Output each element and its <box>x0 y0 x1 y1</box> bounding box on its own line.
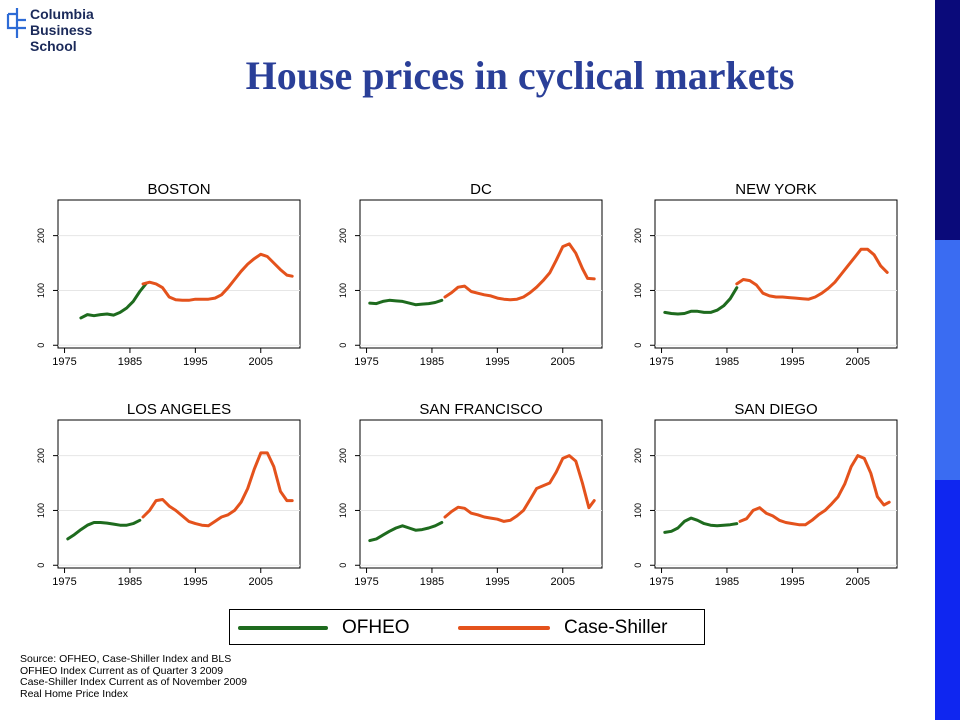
x-tick-label: 1975 <box>52 356 76 368</box>
series-line-case-shiller <box>141 252 294 302</box>
x-tick-label: 1985 <box>118 356 142 368</box>
x-tick-label: 1975 <box>649 356 673 368</box>
y-tick-label: 100 <box>36 283 46 298</box>
series-line-ofheo <box>663 516 739 534</box>
source-note-line: Real Home Price Index <box>20 687 128 700</box>
plot-area <box>57 199 301 349</box>
y-tick-label: 200 <box>338 448 348 463</box>
legend-ofheo-swatch <box>238 626 328 630</box>
x-tick-label: 1975 <box>649 576 673 588</box>
chart-legend: OFHEO Case-Shiller <box>229 609 705 645</box>
logo: Columbia Business School <box>4 4 134 60</box>
x-tick-label: 2005 <box>846 576 870 588</box>
legend-ofheo-label: OFHEO <box>342 617 410 638</box>
side-bar-segment-middle <box>935 240 960 480</box>
y-tick-label: 100 <box>633 503 643 518</box>
chart-title: BOSTON <box>147 181 210 198</box>
chart-title: DC <box>470 181 492 198</box>
x-tick-label: 1995 <box>485 356 509 368</box>
logo-text-line2: Business <box>30 22 93 38</box>
y-tick-label: 200 <box>338 228 348 243</box>
y-tick-label: 200 <box>633 448 643 463</box>
x-tick-label: 1995 <box>183 356 207 368</box>
series-line-case-shiller <box>738 454 891 527</box>
source-note-line: Case-Shiller Index Current as of Novembe… <box>20 676 248 688</box>
logo-text-line3: School <box>30 38 77 54</box>
plot-area <box>359 199 603 349</box>
x-tick-label: 2005 <box>846 356 870 368</box>
side-bar-segment-top <box>935 0 960 240</box>
slide-title: House prices in cyclical markets <box>245 53 795 98</box>
decorative-side-bar <box>935 0 960 720</box>
chart-title: SAN DIEGO <box>734 401 817 418</box>
x-tick-label: 2005 <box>249 356 273 368</box>
side-bar-segment-bottom <box>935 480 960 720</box>
y-tick-label: 0 <box>338 563 348 568</box>
x-tick-label: 1975 <box>354 576 378 588</box>
source-notes: Source: OFHEO, Case-Shiller Index and BL… <box>20 653 248 700</box>
chart-title: LOS ANGELES <box>127 401 231 418</box>
chart-panel: 0 100 200 1975 1985 1995 2005 NEW YORK <box>633 181 898 368</box>
y-tick-label: 0 <box>633 343 643 348</box>
x-tick-label: 2005 <box>551 356 575 368</box>
plot-area <box>359 419 603 569</box>
source-note-line: Source: OFHEO, Case-Shiller Index and BL… <box>20 653 232 665</box>
x-tick-label: 1995 <box>485 576 509 588</box>
chart-panels: 0 100 200 1975 1985 1995 2005 BOSTON 0 100 200 1975… <box>36 181 898 588</box>
y-tick-label: 100 <box>36 503 46 518</box>
chart-panel: 0 100 200 1975 1985 1995 2005 DC <box>338 181 603 368</box>
chart-title: SAN FRANCISCO <box>419 401 542 418</box>
x-tick-label: 1995 <box>780 356 804 368</box>
series-line-ofheo <box>368 521 444 543</box>
source-note-line: OFHEO Index Current as of Quarter 3 2009 <box>20 664 224 677</box>
x-tick-label: 1985 <box>420 576 444 588</box>
x-tick-label: 2005 <box>249 576 273 588</box>
plot-area <box>654 419 898 569</box>
plot-area <box>654 199 898 349</box>
series-line-ofheo <box>79 281 148 320</box>
x-tick-label: 1975 <box>52 576 76 588</box>
x-tick-label: 1985 <box>715 356 739 368</box>
series-line-case-shiller <box>443 454 596 523</box>
series-line-ofheo <box>66 518 142 541</box>
chart-panel: 0 100 200 1975 1985 1995 2005 LOS ANGELES <box>36 401 301 588</box>
columbia-crown-icon <box>6 8 26 38</box>
x-tick-label: 1985 <box>715 576 739 588</box>
x-tick-label: 1985 <box>118 576 142 588</box>
logo-text-line1: Columbia <box>30 6 94 22</box>
y-tick-label: 0 <box>36 563 46 568</box>
y-tick-label: 200 <box>633 228 643 243</box>
chart-title: NEW YORK <box>735 181 816 198</box>
y-tick-label: 200 <box>36 228 46 243</box>
x-tick-label: 1995 <box>183 576 207 588</box>
x-tick-label: 1975 <box>354 356 378 368</box>
series-line-case-shiller <box>141 451 294 528</box>
legend-case-shiller-swatch <box>458 626 550 630</box>
plot-area <box>57 419 301 569</box>
y-tick-label: 0 <box>338 343 348 348</box>
chart-panel: 0 100 200 1975 1985 1995 2005 BOSTON <box>36 181 301 368</box>
y-tick-label: 100 <box>338 283 348 298</box>
y-tick-label: 100 <box>633 283 643 298</box>
series-line-case-shiller <box>443 242 596 302</box>
x-tick-label: 1985 <box>420 356 444 368</box>
x-tick-label: 2005 <box>551 576 575 588</box>
y-tick-label: 0 <box>633 563 643 568</box>
y-tick-label: 200 <box>36 448 46 463</box>
series-line-ofheo <box>368 298 444 307</box>
x-tick-label: 1995 <box>780 576 804 588</box>
series-line-case-shiller <box>735 247 889 301</box>
legend-case-shiller-label: Case-Shiller <box>564 617 668 638</box>
y-tick-label: 0 <box>36 343 46 348</box>
series-line-ofheo <box>663 286 739 316</box>
chart-panel: 0 100 200 1975 1985 1995 2005 SAN DIEGO <box>633 401 898 588</box>
y-tick-label: 100 <box>338 503 348 518</box>
chart-panel: 0 100 200 1975 1985 1995 2005 SAN FRANCISCO <box>338 401 603 588</box>
